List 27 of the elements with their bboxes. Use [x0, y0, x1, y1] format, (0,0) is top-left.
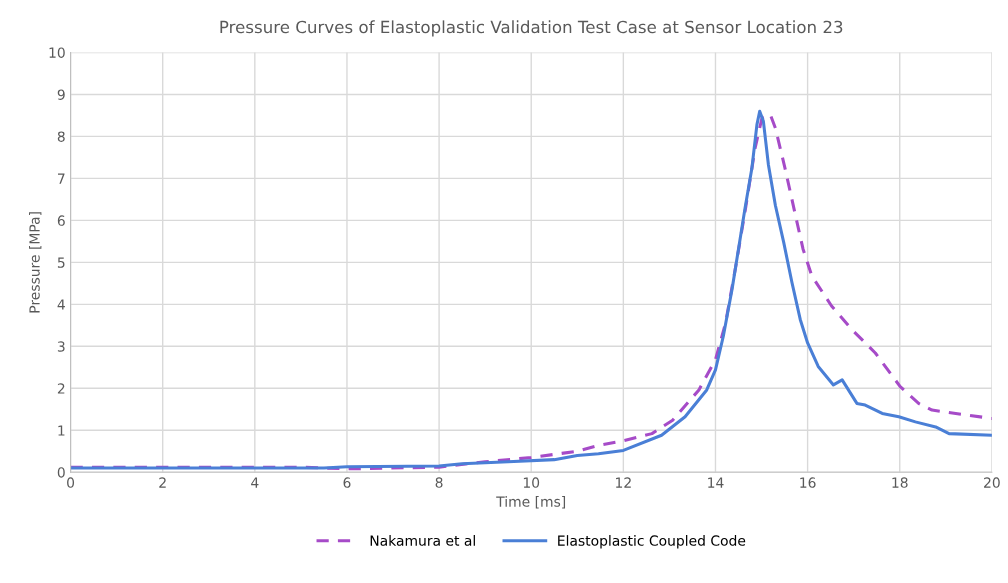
x-tick-label: 0 [67, 477, 75, 488]
y-tick-label: 5 [57, 257, 65, 268]
y-tick-label: 9 [57, 89, 65, 100]
x-tick-label: 8 [435, 477, 443, 488]
y-axis-title: Pressure [MPa] [29, 212, 42, 313]
x-tick-label: 16 [800, 477, 816, 488]
x-tick-label: 2 [159, 477, 166, 488]
y-tick-label: 8 [57, 131, 65, 142]
y-tick-label: 0 [57, 467, 65, 478]
y-tick-label: 4 [57, 299, 65, 310]
x-tick-label: 4 [251, 477, 259, 488]
x-tick-label: 14 [708, 477, 724, 488]
y-tick-label: 6 [57, 215, 65, 226]
legend-label: Nakamura et al [370, 535, 475, 546]
x-axis-title: Time [ms] [496, 496, 566, 509]
legend-label: Elastoplastic Coupled Code [558, 535, 746, 549]
x-tick-label: 10 [523, 477, 540, 488]
y-tick-label: 3 [57, 341, 65, 352]
chart-title: Pressure Curves of Elastoplastic Validation Test Case at Sensor Location 23 [220, 20, 843, 37]
x-tick-label: 18 [892, 477, 908, 488]
y-tick-label: 10 [49, 47, 65, 58]
y-tick-label: 1 [58, 425, 65, 436]
x-tick-label: 12 [616, 477, 631, 488]
x-tick-label: 6 [343, 477, 351, 488]
y-tick-label: 7 [58, 173, 65, 184]
y-tick-label: 2 [57, 383, 65, 394]
x-tick-label: 20 [984, 477, 1000, 488]
